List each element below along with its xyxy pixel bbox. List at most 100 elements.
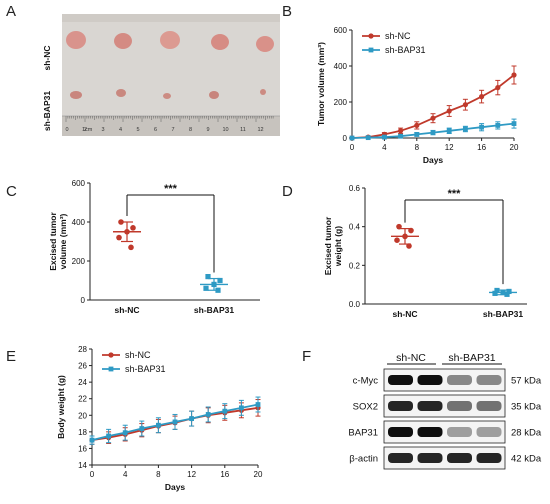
data-point	[130, 225, 136, 231]
data-point-sh-BAP31	[398, 133, 403, 139]
y-tick-label: 200	[72, 257, 86, 266]
ruler	[62, 116, 280, 136]
panel-letter-d: D	[282, 183, 293, 200]
legend-label: sh-BAP31	[385, 45, 426, 55]
y-tick-label: 400	[334, 62, 348, 71]
y-tick-label: 0.2	[349, 261, 361, 270]
western-blot: sh-NC sh-BAP31 c-Myc 57 kDa SOX2 35 kDa BAP31 2…	[348, 352, 542, 470]
data-point	[500, 289, 506, 295]
chart-body-weight: 14 16 18 20 22 24 26 28 0 4 8 12 16 20 Days Body weight…	[56, 345, 263, 492]
x-tick-label: 16	[220, 470, 229, 479]
panel-letter-f: F	[302, 348, 311, 365]
panel-letter-a: A	[6, 3, 16, 20]
y-tick-label: 18	[78, 428, 87, 437]
data-point	[492, 290, 498, 296]
y-axis-label-line2: weight (g)	[333, 226, 343, 267]
data-point	[203, 285, 209, 291]
ruler-tick-label: 3	[101, 127, 104, 133]
x-axis-label: Days	[165, 482, 186, 492]
series-line-sh-NC	[351, 74, 515, 139]
data-point	[408, 227, 414, 234]
y-tick-label: 20	[78, 411, 87, 420]
legend-swatch-marker	[368, 47, 374, 53]
y-tick-label: 24	[78, 378, 87, 387]
x-tick-label: 20	[254, 470, 263, 479]
data-point-sh-NC	[430, 115, 436, 121]
data-point	[211, 281, 217, 287]
blot-strip	[383, 368, 506, 392]
data-point-sh-BAP31	[255, 402, 261, 407]
data-point-sh-BAP31	[365, 135, 371, 141]
ruler-tick-label: 6	[154, 127, 157, 133]
y-tick-label: 0.6	[349, 184, 361, 193]
blot-band	[417, 427, 443, 437]
y-tick-label: 0	[343, 134, 348, 143]
data-point-sh-BAP31	[106, 433, 111, 439]
tumor-bap-4	[209, 91, 219, 99]
data-point	[504, 291, 510, 297]
data-point-sh-BAP31	[89, 437, 95, 443]
blot-column-label: sh-NC	[396, 352, 426, 364]
panel-letter-c: C	[6, 183, 17, 200]
blot-band	[388, 375, 413, 385]
blot-protein-label: β-actin	[349, 454, 378, 465]
category-label: sh-BAP31	[483, 309, 523, 319]
tumor-bap-2	[116, 89, 126, 97]
legend-label: sh-NC	[125, 350, 151, 360]
blot-protein-label: SOX2	[353, 402, 378, 413]
data-point-sh-BAP31	[156, 422, 161, 428]
data-point	[506, 288, 512, 295]
blot-protein-label: BAP31	[348, 428, 378, 439]
ruler-unit: 1cm	[82, 127, 93, 133]
data-point	[217, 277, 223, 284]
x-tick-label: 8	[415, 143, 420, 152]
data-point	[406, 243, 412, 249]
blot-band	[447, 427, 472, 437]
data-point	[394, 237, 400, 243]
ruler-tick-label: 4	[119, 127, 122, 133]
ruler-tick-label: 11	[240, 127, 246, 133]
blot-strip	[383, 446, 506, 470]
category-label: sh-BAP31	[194, 305, 234, 315]
legend-label: sh-NC	[385, 31, 411, 41]
legend-swatch-marker	[108, 352, 114, 358]
blot-strip	[383, 394, 506, 418]
y-axis-label-line1: Excised tumor	[323, 216, 333, 275]
data-point-sh-BAP31	[511, 121, 517, 126]
y-axis-label: Body weight (g)	[56, 375, 66, 439]
x-axis-label: Days	[423, 155, 444, 165]
row-label-sh-nc: sh-NC	[42, 45, 52, 70]
x-tick-label: 0	[350, 143, 355, 152]
data-point-sh-BAP31	[446, 128, 452, 134]
x-tick-label: 4	[382, 143, 387, 152]
y-tick-label: 400	[72, 218, 86, 227]
data-point-sh-NC	[495, 85, 501, 91]
data-point-sh-BAP31	[222, 408, 228, 414]
significance-label: ***	[164, 183, 178, 195]
blot-band	[447, 401, 472, 411]
blot-strip	[383, 420, 506, 444]
data-point-sh-NC	[511, 72, 517, 78]
y-axis-label-line1: Excised tumor	[48, 212, 58, 271]
blot-column-label: sh-BAP31	[448, 352, 495, 364]
data-point-sh-BAP31	[122, 430, 128, 436]
x-tick-label: 12	[187, 470, 196, 479]
category-label: sh-NC	[392, 309, 417, 319]
blot-kda-label: 57 kDa	[511, 376, 542, 387]
tumor-bap-5	[260, 89, 266, 95]
blot-kda-label: 35 kDa	[511, 402, 542, 413]
data-point	[124, 228, 130, 235]
blot-band	[388, 453, 413, 463]
tumor-photo: 0 2 3 4 5 6 7 8 9 10 11 12 1cm sh-NC sh-BAP31	[42, 14, 280, 136]
data-point	[118, 219, 124, 225]
tumor-nc-3	[160, 31, 180, 49]
data-point	[402, 233, 408, 240]
data-point	[128, 244, 134, 251]
data-point-sh-BAP31	[239, 405, 244, 411]
blot-kda-label: 42 kDa	[511, 454, 542, 465]
tumor-nc-4	[211, 34, 229, 50]
blot-band	[447, 375, 472, 385]
legend-label: sh-BAP31	[125, 364, 166, 374]
data-point-sh-BAP31	[495, 123, 501, 128]
ruler-tick-label: 7	[171, 127, 174, 133]
